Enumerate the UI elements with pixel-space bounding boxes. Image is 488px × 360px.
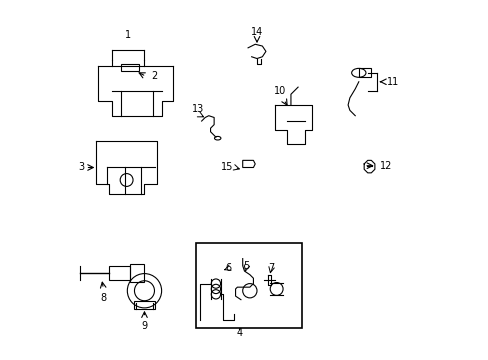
Bar xyxy=(196,243,301,328)
Text: 12: 12 xyxy=(380,161,392,171)
Text: 2: 2 xyxy=(151,71,158,81)
Text: 9: 9 xyxy=(141,321,147,331)
Text: 15: 15 xyxy=(221,162,233,172)
Text: 14: 14 xyxy=(250,27,263,37)
Text: 7: 7 xyxy=(267,262,274,273)
Text: 6: 6 xyxy=(225,262,231,273)
Text: 13: 13 xyxy=(192,104,204,114)
Text: 3: 3 xyxy=(78,162,84,172)
Text: 4: 4 xyxy=(236,328,242,338)
Text: 8: 8 xyxy=(100,293,106,302)
Text: 5: 5 xyxy=(243,261,249,271)
Text: 1: 1 xyxy=(125,30,131,40)
Text: 11: 11 xyxy=(386,77,399,87)
Bar xyxy=(358,68,370,77)
Bar xyxy=(134,301,155,309)
Bar xyxy=(108,266,130,280)
Bar xyxy=(130,264,144,282)
Text: 10: 10 xyxy=(274,86,286,96)
